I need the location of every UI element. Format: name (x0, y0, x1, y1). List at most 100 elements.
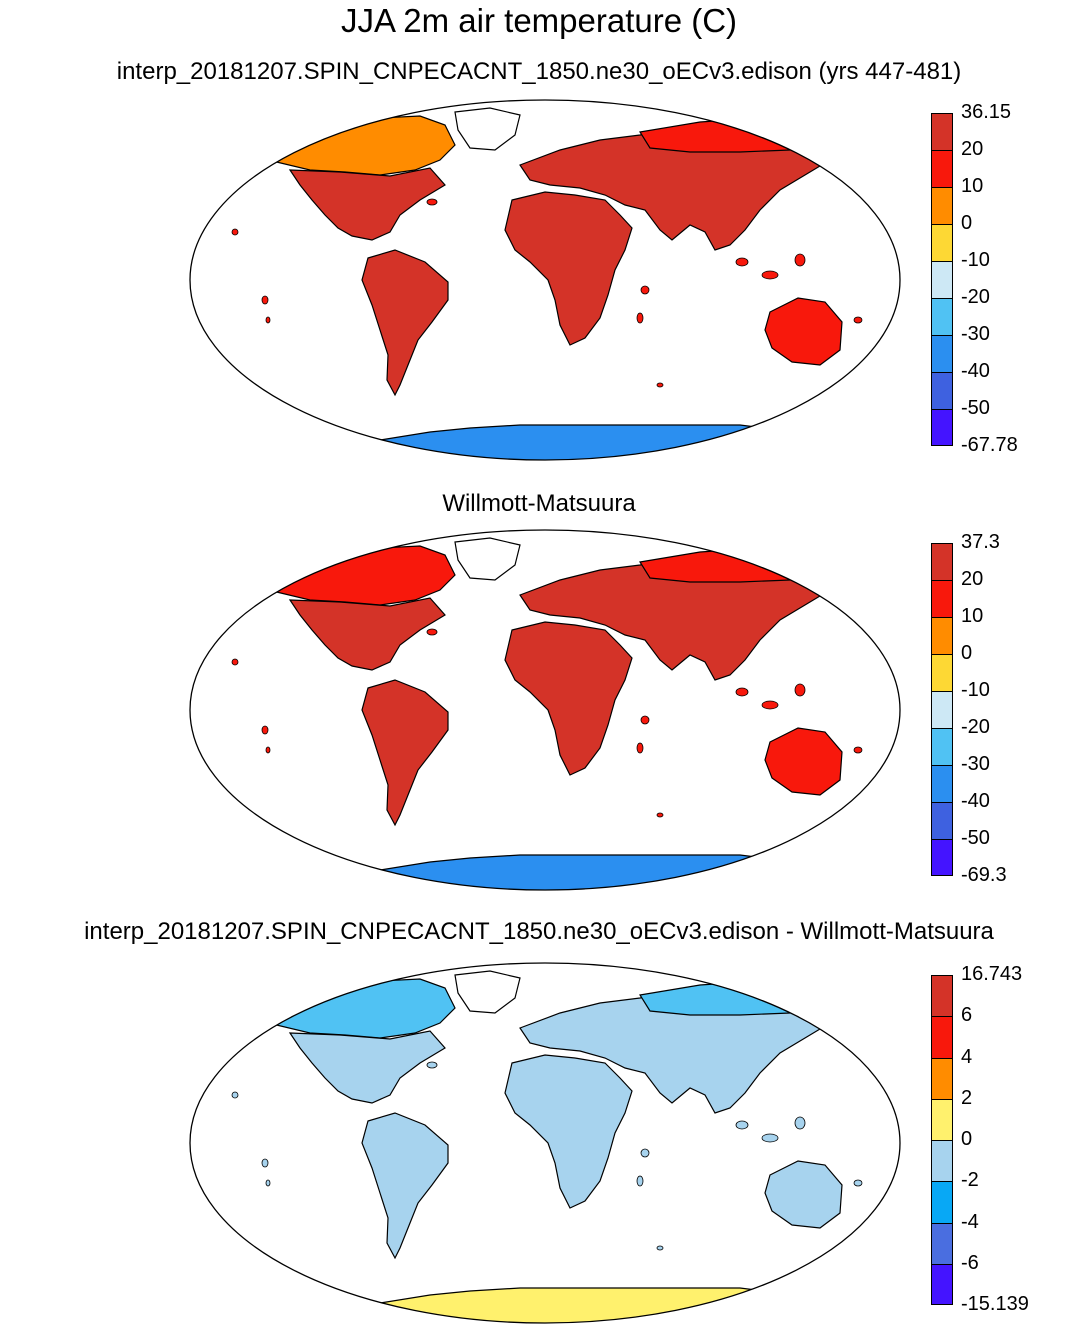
colorbar-label: 16.743 (961, 963, 1023, 985)
colorbar-label: 6 (961, 1004, 973, 1027)
siberia-landmass (639, 980, 820, 1016)
colorbar-label: 0 (961, 212, 973, 234)
colorbar-box (931, 765, 953, 802)
colorbar-label: -15.139 (961, 1293, 1029, 1315)
colorbar-label: -10 (961, 249, 990, 271)
colorbar-box (931, 1181, 953, 1223)
island (640, 285, 650, 295)
colorbar-label: -67.78 (961, 434, 1018, 456)
colorbar-label: -69.3 (961, 864, 1007, 886)
colorbar-label: -30 (961, 323, 990, 345)
panel-2-map (189, 529, 901, 891)
greenland-landmass (454, 107, 521, 151)
island (265, 316, 271, 324)
island (231, 658, 239, 666)
australia-landmass (764, 297, 843, 366)
island (636, 742, 644, 754)
north-america-landmass (288, 597, 446, 671)
colorbar-box (931, 975, 953, 1017)
colorbar-label: 0 (961, 1128, 973, 1150)
colorbar-label: -50 (961, 827, 990, 849)
colorbar-label: 20 (961, 138, 984, 160)
island (735, 687, 749, 697)
panel-1-title: interp_20181207.SPIN_CNPECACNT_1850.ne30… (116, 58, 962, 85)
island (794, 1116, 806, 1130)
colorbar-label: -30 (961, 753, 990, 775)
island (261, 295, 269, 305)
colorbar-box (931, 617, 953, 654)
colorbar-label: 4 (961, 1045, 973, 1068)
island (735, 1120, 749, 1130)
island (261, 725, 269, 735)
colorbar-box (931, 409, 953, 446)
colorbar-label: -20 (961, 286, 990, 308)
colorbar-box (931, 728, 953, 765)
north-america-landmass (288, 167, 446, 241)
panel-3-colorbar: 16.743 6 4 2 0 -2 -4 -6 -15.139 (931, 963, 1041, 1315)
north-america-landmass (288, 1030, 446, 1104)
island (656, 1245, 664, 1251)
colorbar-box (931, 1222, 953, 1264)
colorbar-box (931, 691, 953, 728)
island (265, 746, 271, 754)
colorbar-box (931, 187, 953, 224)
colorbar-box (931, 1016, 953, 1058)
canada-landmass (266, 545, 456, 606)
africa-landmass (504, 1054, 633, 1209)
greenland-landmass (454, 970, 521, 1014)
island (640, 1148, 650, 1158)
island (640, 715, 650, 725)
greenland-landmass (454, 537, 521, 581)
island (656, 382, 664, 388)
south-america-landmass (361, 1112, 449, 1260)
siberia-landmass (639, 117, 820, 153)
island (656, 812, 664, 818)
canada-landmass (266, 115, 456, 176)
colorbar-box (931, 224, 953, 261)
map-boundary (189, 99, 901, 461)
australia-landmass (764, 727, 843, 796)
island (636, 1175, 644, 1187)
siberia-landmass (639, 547, 820, 583)
colorbar-box (931, 335, 953, 372)
figure-title: JJA 2m air temperature (C) (340, 2, 738, 39)
africa-landmass (504, 191, 633, 346)
colorbar-label: 37.3 (961, 531, 1000, 553)
colorbar-label: -6 (961, 1251, 979, 1274)
colorbar-box (931, 1263, 953, 1305)
colorbar-box (931, 372, 953, 409)
colorbar-box (931, 261, 953, 298)
island (853, 746, 863, 754)
island (231, 1091, 239, 1099)
colorbar-label: -50 (961, 397, 990, 419)
africa-landmass (504, 621, 633, 776)
colorbar-label: -20 (961, 716, 990, 738)
island (761, 1133, 779, 1143)
colorbar-box (931, 543, 953, 580)
panel-2-title: Willmott-Matsuura (442, 490, 636, 517)
colorbar-label: 0 (961, 642, 973, 664)
colorbar-box (931, 839, 953, 876)
colorbar-label: 20 (961, 568, 984, 590)
island (848, 801, 862, 809)
map-boundary (189, 529, 901, 891)
island (426, 1061, 438, 1069)
island (794, 683, 806, 697)
panel-3-title: interp_20181207.SPIN_CNPECACNT_1850.ne30… (84, 918, 994, 945)
colorbar-box (931, 1057, 953, 1099)
island (848, 1234, 862, 1242)
south-america-landmass (361, 679, 449, 827)
colorbar-label: -40 (961, 790, 990, 812)
colorbar-label: -10 (961, 679, 990, 701)
colorbar-box (931, 802, 953, 839)
colorbar-label: 10 (961, 605, 984, 627)
island (761, 700, 779, 710)
colorbar-box (931, 298, 953, 335)
colorbar-label: -40 (961, 360, 990, 382)
island (426, 198, 438, 206)
panel-2-colorbar: 37.3 20 10 0 -10 -20 -30 -40 -50 -69.3 (931, 531, 1041, 886)
colorbar-label: 2 (961, 1086, 973, 1109)
panel-3-map (189, 962, 901, 1324)
island (853, 1179, 863, 1187)
south-america-landmass (361, 249, 449, 397)
